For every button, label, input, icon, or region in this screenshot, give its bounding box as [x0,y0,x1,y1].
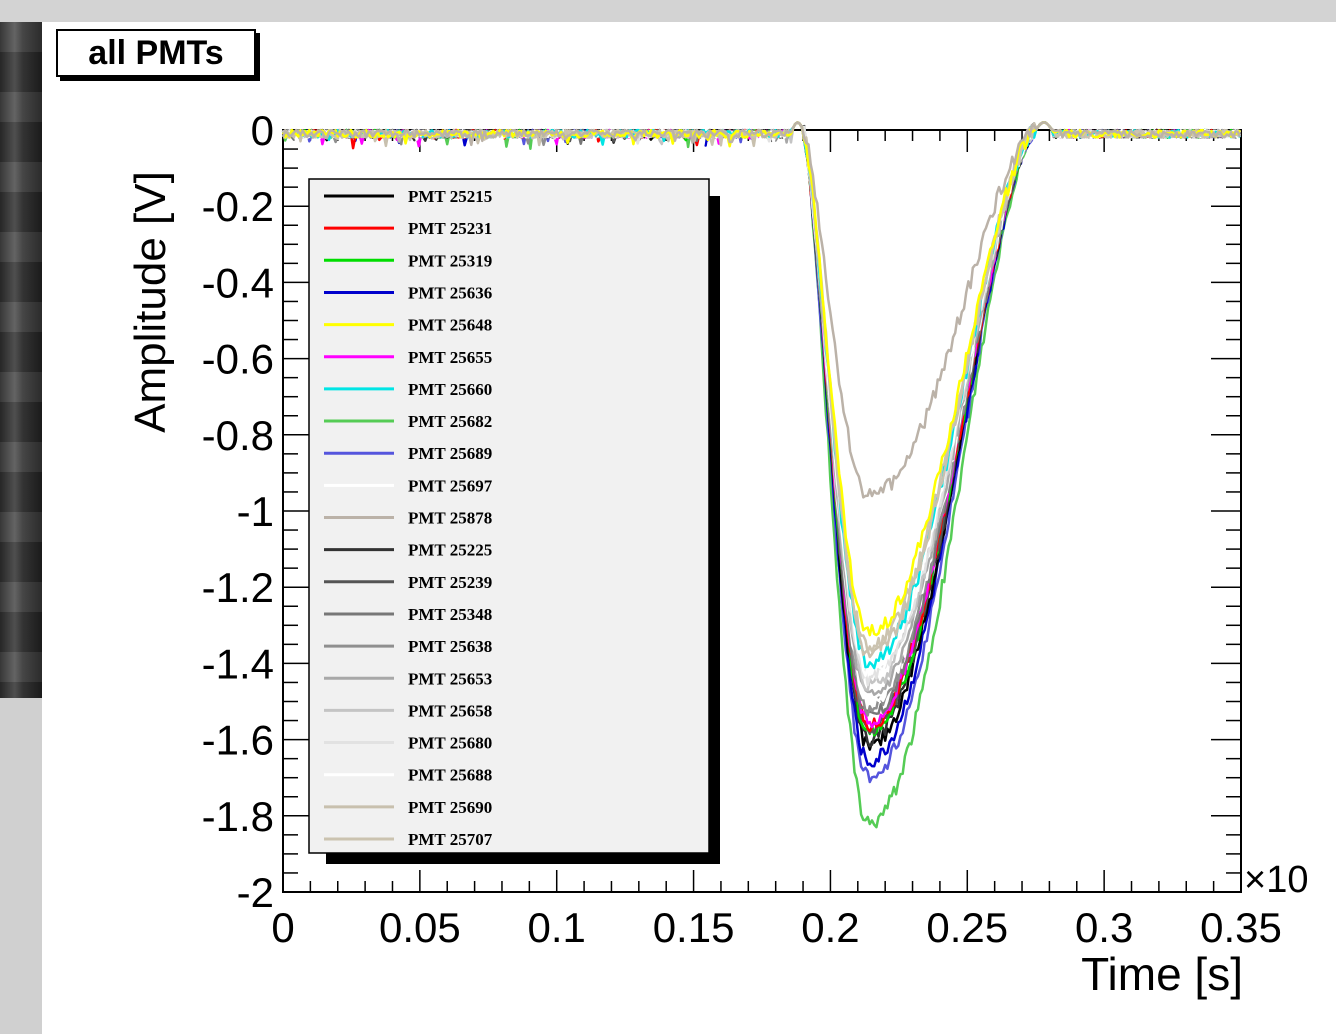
y-tick-labels: 0 -0.2 -0.4 -0.6 -0.8 -1 -1.2 -1.4 -1.6 -1.8 -2 [202,107,274,916]
x-multiplier: ×10 [1244,859,1308,901]
legend: PMT 25215 PMT 25231 PMT 25319 PMT 25636 PMT … [308,178,720,864]
y-tick-label: -1.8 [202,793,274,840]
legend-label: PMT 25680 [408,734,492,753]
legend-label: PMT 25319 [408,251,492,270]
legend-label: PMT 25658 [408,701,492,720]
legend-label: PMT 25231 [408,219,492,238]
legend-label: PMT 25225 [408,541,492,560]
series-lines [281,121,1242,829]
legend-label: PMT 25655 [408,348,492,367]
legend-label: PMT 25682 [408,412,492,431]
legend-label: PMT 25648 [408,316,492,335]
legend-label: PMT 25689 [408,444,492,463]
x-tick-label: 0.15 [653,904,735,951]
legend-label: PMT 25707 [408,830,493,849]
legend-label: PMT 25690 [408,798,492,817]
legend-label: PMT 25878 [408,509,492,528]
y-axis-label: Amplitude [V] [126,171,175,433]
y-tick-label: -2 [237,869,274,916]
legend-label: PMT 25688 [408,766,492,785]
x-tick-label: 0.3 [1075,904,1133,951]
legend-label: PMT 25638 [408,637,492,656]
legend-label: PMT 25215 [408,187,492,206]
x-tick-label: 0.2 [801,904,859,951]
y-tick-label: -0.8 [202,412,274,459]
legend-label: PMT 25653 [408,669,492,688]
x-tick-label: 0.25 [926,904,1008,951]
legend-label: PMT 25239 [408,573,492,592]
top-bar [0,0,1336,22]
y-tick-label: -0.2 [202,183,274,230]
x-tick-label: 0.35 [1200,904,1282,951]
x-tick-label: 0.1 [528,904,586,951]
legend-label: PMT 25697 [408,476,493,495]
chart-title: all PMTs [56,29,256,77]
series-line [281,121,1242,499]
left-photo-strip [0,22,42,698]
y-tick-label: -1.4 [202,640,274,687]
y-tick-label: -1 [237,488,274,535]
y-tick-label: -1.6 [202,717,274,764]
legend-label: PMT 25636 [408,283,492,302]
legend-label: PMT 25348 [408,605,492,624]
y-tick-label: -0.6 [202,336,274,383]
x-tick-label: 0.05 [379,904,461,951]
legend-items: PMT 25215 PMT 25231 PMT 25319 PMT 25636 PMT … [324,187,493,849]
x-axis-label: Time [s] [1081,948,1243,1000]
y-tick-label: 0 [251,107,274,154]
x-tick-labels: 0 0.05 0.1 0.15 0.2 0.25 0.3 0.35 [271,904,1282,951]
x-tick-label: 0 [271,904,294,951]
legend-label: PMT 25660 [408,380,492,399]
y-tick-label: -0.4 [202,259,274,306]
y-tick-label: -1.2 [202,564,274,611]
